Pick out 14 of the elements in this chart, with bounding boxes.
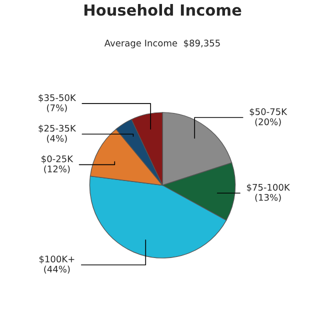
slice-label: $100K+ [39,255,74,264]
slice-label: $75-100K [246,184,290,192]
slice-label: $35-50K [38,94,76,102]
data-label: (4%) [47,134,67,143]
chart-subtitle: Average Income $89,355 [104,40,220,48]
data-label: (12%) [44,165,70,174]
data-label: (13%) [255,194,281,202]
data-label: (44%) [44,266,70,274]
slice-label: $0-25K [42,155,74,164]
slice-label: $50-75K [250,108,288,116]
data-label: (20%) [255,118,281,126]
data-label: (7%) [47,104,67,112]
chart-title: Household Income [84,4,242,16]
slice-label: $25-35K [38,124,76,133]
